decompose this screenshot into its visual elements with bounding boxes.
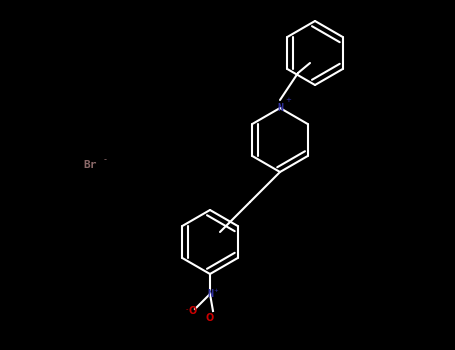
Text: -: - [186,306,188,312]
Text: N: N [277,103,283,113]
Text: Br: Br [83,160,97,170]
Text: -: - [103,155,106,164]
Text: O: O [189,306,197,316]
Text: +: + [214,287,218,293]
Text: +: + [285,97,291,103]
Text: O: O [206,313,214,323]
Text: N: N [207,289,213,299]
